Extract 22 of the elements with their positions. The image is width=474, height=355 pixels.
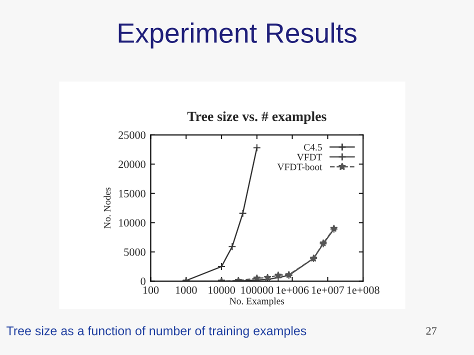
x-tick-label: 1e+007 <box>312 286 344 294</box>
y-tick-label: 20000 <box>118 160 146 168</box>
x-tick-label: 1e+006 <box>276 286 309 294</box>
x-tick-label: 1e+008 <box>347 286 380 294</box>
text: Tree size as a function of number of training examples <box>6 326 306 338</box>
x-tick-label: 100000 <box>241 286 274 294</box>
x-tick-label: 100 <box>143 286 159 294</box>
y-tick-label: 25000 <box>118 131 146 139</box>
x-axis-title: No. Examples <box>230 297 284 306</box>
text: 27 <box>426 327 437 335</box>
x-tick-label: 10000 <box>208 286 235 294</box>
text: Experiment Results <box>118 22 356 48</box>
legend-label: VFDT <box>296 154 322 160</box>
y-axis-title: No. Nodes <box>104 188 111 229</box>
y-tick-label: 15000 <box>119 190 146 198</box>
legend-label: VFDT-boot <box>277 163 322 170</box>
legend-label: C4.5 <box>304 144 322 151</box>
chart-title: Tree size vs. # examples <box>187 111 326 124</box>
y-tick-label: 10000 <box>119 219 146 227</box>
y-tick-label: 0 <box>140 278 146 286</box>
x-tick-label: 1000 <box>176 286 197 294</box>
y-tick-label: 5000 <box>124 248 146 256</box>
